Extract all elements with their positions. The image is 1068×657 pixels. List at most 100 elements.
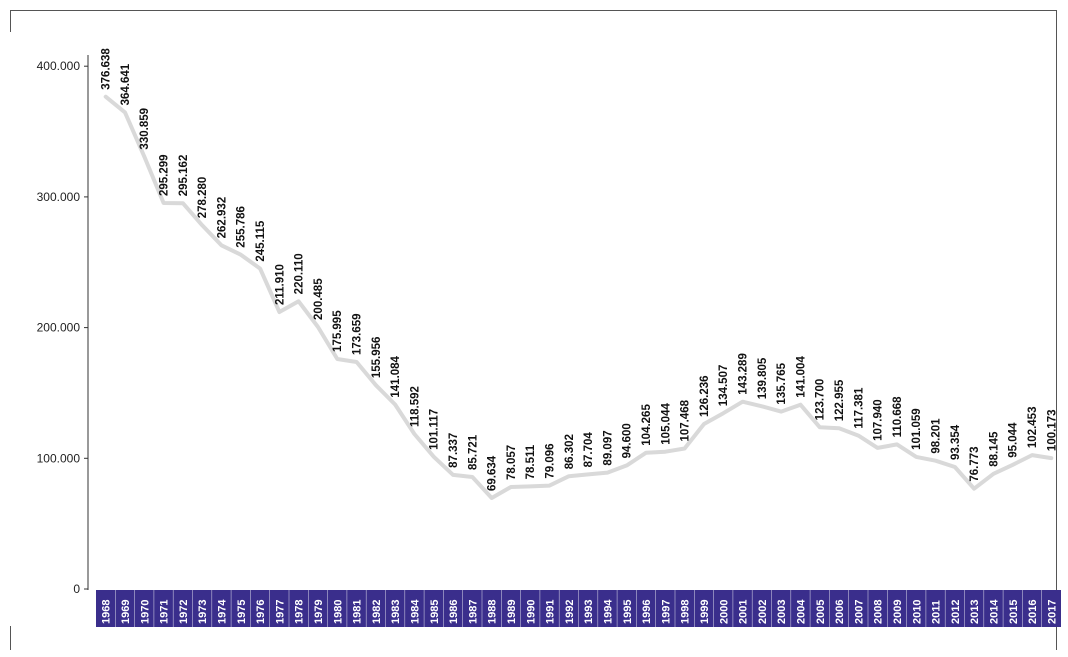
data-label: 101.059 <box>911 408 923 450</box>
x-tick-label: 1982 <box>371 600 383 624</box>
x-tick-label: 1984 <box>409 599 421 624</box>
data-label: 89.097 <box>602 430 614 465</box>
data-label: 118.592 <box>409 386 421 427</box>
y-tick-label: 400.000 <box>37 59 81 73</box>
x-tick-label: 1983 <box>390 600 402 624</box>
x-tick-label: 2009 <box>892 600 904 624</box>
x-tick-label: 1981 <box>352 600 364 624</box>
x-tick-label: 1977 <box>274 600 286 624</box>
data-label: 78.511 <box>525 444 537 479</box>
series-line <box>103 94 1054 500</box>
y-tick-label: 300.000 <box>37 190 81 204</box>
data-label: 98.201 <box>931 418 943 454</box>
x-tick-label: 1973 <box>197 600 209 624</box>
data-label: 278.280 <box>197 177 209 219</box>
data-label: 88.145 <box>988 431 1000 467</box>
data-label: 93.354 <box>950 424 962 460</box>
data-label: 104.265 <box>641 404 653 446</box>
x-tick-label: 1992 <box>564 600 576 624</box>
x-tick-label: 2015 <box>1008 600 1020 624</box>
data-label: 126.236 <box>699 375 711 417</box>
x-tick-label: 2002 <box>757 600 769 624</box>
data-label: 102.453 <box>1027 407 1039 449</box>
data-label: 135.765 <box>776 362 788 404</box>
x-tick-label: 1978 <box>294 600 306 624</box>
data-label: 376.638 <box>101 48 113 90</box>
data-label: 141.084 <box>390 355 402 397</box>
x-tick-label: 2013 <box>969 600 981 624</box>
data-label: 76.773 <box>969 446 981 481</box>
x-tick-label: 1994 <box>602 599 614 624</box>
y-tick-label: 0 <box>73 582 80 596</box>
x-tick-label: 1997 <box>660 600 672 624</box>
x-tick-label: 1979 <box>313 600 325 624</box>
y-tick-label: 200.000 <box>37 321 81 335</box>
x-tick-label: 1970 <box>139 600 151 624</box>
x-tick-label: 1993 <box>583 600 595 624</box>
x-tick-label: 2012 <box>950 600 962 624</box>
x-tick-label: 1975 <box>236 600 248 624</box>
data-label: 117.381 <box>853 387 865 429</box>
data-label: 87.337 <box>448 433 460 468</box>
data-label: 245.115 <box>255 220 267 262</box>
x-tick-label: 2001 <box>738 600 750 624</box>
data-label: 79.096 <box>545 443 557 478</box>
x-tick-label: 1990 <box>525 600 537 624</box>
x-tick-label: 1991 <box>545 600 557 624</box>
x-tick-label: 1996 <box>641 600 653 624</box>
data-label: 220.110 <box>294 253 306 294</box>
data-label: 107.468 <box>680 399 692 441</box>
data-label: 85.721 <box>467 434 479 470</box>
data-label: 123.700 <box>815 379 827 421</box>
x-tick-label: 2007 <box>853 600 865 624</box>
chart-frame <box>10 10 1057 650</box>
data-label: 211.910 <box>274 264 286 305</box>
data-label: 122.955 <box>834 379 846 421</box>
data-label: 295.299 <box>159 154 171 196</box>
x-tick-label: 1972 <box>178 600 190 624</box>
frame-left-edge-bottom <box>10 626 11 650</box>
data-label: 155.956 <box>371 337 383 379</box>
x-tick-label: 1980 <box>332 600 344 624</box>
data-label: 139.805 <box>757 357 769 399</box>
x-tick-label: 2003 <box>776 600 788 624</box>
data-label: 143.289 <box>738 353 750 395</box>
data-label: 87.704 <box>583 432 595 468</box>
x-tick-label: 1989 <box>506 600 518 624</box>
data-label: 78.057 <box>506 445 518 480</box>
data-label: 364.641 <box>120 63 132 105</box>
data-label: 101.117 <box>429 409 441 450</box>
x-tick-label: 1988 <box>487 600 499 624</box>
data-label: 100.173 <box>1046 409 1058 451</box>
data-label: 295.162 <box>178 155 190 197</box>
data-label: 134.507 <box>718 365 730 407</box>
x-tick-label: 1968 <box>101 600 113 624</box>
x-tick-label: 1971 <box>159 600 171 624</box>
x-tick-label: 1974 <box>216 599 228 624</box>
data-label: 262.932 <box>216 197 228 239</box>
data-label: 94.600 <box>622 423 634 458</box>
data-label: 330.859 <box>139 108 151 150</box>
x-tick-label: 2005 <box>815 600 827 624</box>
data-label: 86.302 <box>564 434 576 469</box>
x-tick-label: 2017 <box>1046 600 1058 624</box>
x-tick-label: 2016 <box>1027 600 1039 624</box>
data-label: 105.044 <box>660 403 672 445</box>
x-tick-label: 2004 <box>795 599 807 624</box>
x-tick-label: 2011 <box>931 600 943 624</box>
x-tick-label: 2000 <box>718 600 730 624</box>
x-tick-label: 1998 <box>680 600 692 624</box>
data-label: 175.995 <box>332 310 344 352</box>
x-tick-label: 1995 <box>622 600 634 624</box>
frame-left-edge-top <box>10 10 11 32</box>
x-tick-label: 2006 <box>834 600 846 624</box>
data-label: 69.634 <box>487 455 499 491</box>
data-label: 173.659 <box>352 313 364 355</box>
x-tick-label: 1976 <box>255 600 267 624</box>
x-tick-label: 2008 <box>873 600 885 624</box>
data-label: 110.668 <box>892 396 904 438</box>
data-label: 95.044 <box>1008 422 1020 458</box>
data-label: 255.786 <box>236 206 248 248</box>
x-tick-label: 1999 <box>699 600 711 624</box>
